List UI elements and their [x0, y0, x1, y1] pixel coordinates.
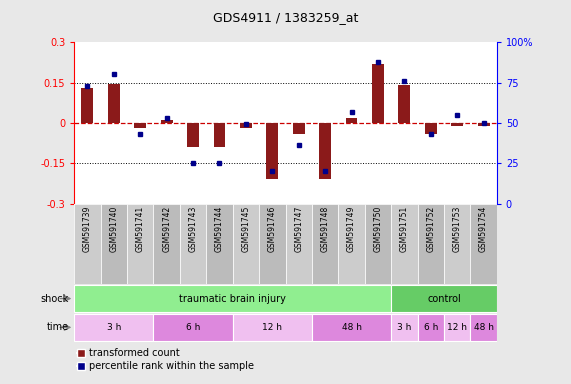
Text: GSM591740: GSM591740	[109, 206, 118, 252]
Text: time: time	[46, 322, 69, 333]
Bar	[187, 123, 199, 147]
Text: 48 h: 48 h	[473, 323, 493, 332]
Bar	[319, 123, 331, 179]
Bar	[214, 123, 226, 147]
Bar	[154, 313, 233, 341]
Bar	[134, 123, 146, 128]
Text: GSM591751: GSM591751	[400, 206, 409, 252]
Bar	[477, 123, 489, 126]
Text: 3 h: 3 h	[107, 323, 121, 332]
Text: traumatic brain injury: traumatic brain injury	[179, 293, 286, 304]
Text: GSM591750: GSM591750	[373, 206, 383, 252]
Bar	[471, 313, 497, 341]
Bar	[399, 85, 411, 123]
Bar	[233, 204, 259, 284]
Text: GSM591745: GSM591745	[242, 206, 251, 252]
Text: GSM591748: GSM591748	[320, 206, 329, 252]
Bar	[312, 204, 338, 284]
Bar	[154, 204, 180, 284]
Bar	[372, 64, 384, 123]
Text: shock: shock	[41, 293, 69, 304]
Bar	[74, 204, 100, 284]
Text: GSM591742: GSM591742	[162, 206, 171, 252]
Bar	[180, 204, 206, 284]
Text: control: control	[427, 293, 461, 304]
Text: 3 h: 3 h	[397, 323, 412, 332]
Bar	[206, 204, 233, 284]
Bar	[286, 204, 312, 284]
Bar	[391, 285, 497, 313]
Bar	[425, 123, 437, 134]
Text: 6 h: 6 h	[424, 323, 438, 332]
Text: GSM591746: GSM591746	[268, 206, 277, 252]
Bar	[365, 204, 391, 284]
Text: GSM591747: GSM591747	[294, 206, 303, 252]
Bar	[444, 204, 471, 284]
Text: GSM591739: GSM591739	[83, 206, 92, 252]
Bar	[451, 123, 463, 126]
Bar	[417, 204, 444, 284]
Text: GSM591743: GSM591743	[188, 206, 198, 252]
Bar	[391, 313, 417, 341]
Text: 6 h: 6 h	[186, 323, 200, 332]
Legend: transformed count, percentile rank within the sample: transformed count, percentile rank withi…	[74, 344, 258, 375]
Bar	[160, 120, 172, 123]
Bar	[471, 204, 497, 284]
Text: 12 h: 12 h	[447, 323, 467, 332]
Text: GSM591752: GSM591752	[426, 206, 435, 252]
Text: GSM591749: GSM591749	[347, 206, 356, 252]
Bar	[338, 204, 365, 284]
Bar	[74, 313, 154, 341]
Bar	[293, 123, 305, 134]
Text: 12 h: 12 h	[262, 323, 282, 332]
Bar	[444, 313, 471, 341]
Bar	[417, 313, 444, 341]
Bar	[259, 204, 286, 284]
Bar	[127, 204, 154, 284]
Text: GSM591744: GSM591744	[215, 206, 224, 252]
Bar	[100, 204, 127, 284]
Text: GDS4911 / 1383259_at: GDS4911 / 1383259_at	[213, 12, 358, 25]
Bar	[266, 123, 278, 179]
Text: GSM591754: GSM591754	[479, 206, 488, 252]
Bar	[233, 313, 312, 341]
Bar	[82, 88, 94, 123]
Bar	[240, 123, 252, 128]
Bar	[312, 313, 391, 341]
Text: GSM591753: GSM591753	[453, 206, 462, 252]
Bar	[108, 84, 120, 123]
Bar	[345, 118, 357, 123]
Text: 48 h: 48 h	[341, 323, 361, 332]
Text: GSM591741: GSM591741	[136, 206, 145, 252]
Bar	[391, 204, 417, 284]
Bar	[74, 285, 391, 313]
